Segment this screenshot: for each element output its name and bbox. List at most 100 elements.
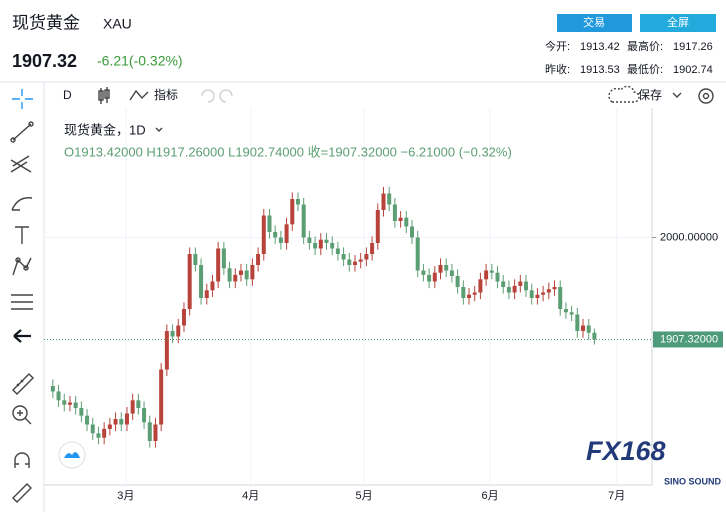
legend-name: 现货黄金，1D <box>64 122 146 137</box>
title: 现货黄金 <box>12 13 80 32</box>
legend-menu[interactable] <box>155 127 163 132</box>
candle-body <box>187 254 192 309</box>
candle-body <box>164 331 169 370</box>
candle-body <box>119 419 124 425</box>
candle-body <box>153 424 158 441</box>
candle-body <box>85 415 90 425</box>
candle-body <box>552 287 557 290</box>
x-tick-label: 5月 <box>356 490 373 502</box>
candle-body <box>238 270 243 275</box>
candle-body <box>290 199 295 225</box>
settings-center <box>702 92 710 100</box>
candle-body <box>461 287 466 298</box>
trade-label[interactable]: 交易 <box>583 15 605 29</box>
undo-redo[interactable] <box>201 89 233 103</box>
candle-body <box>358 259 363 262</box>
candle-body <box>324 239 329 243</box>
candle-body <box>370 243 375 254</box>
candle-body <box>199 265 204 298</box>
indicator-icon[interactable] <box>129 89 149 101</box>
watermark-brand: FX168 <box>586 436 666 466</box>
cloud-icon[interactable] <box>608 85 640 103</box>
candle-body <box>438 265 443 273</box>
fullscreen-label[interactable]: 全屏 <box>667 15 689 29</box>
candle-body <box>375 210 380 243</box>
candle-icon[interactable] <box>98 87 110 104</box>
logo-mark <box>64 452 80 458</box>
stat-value: 1913.53 <box>580 64 620 76</box>
candle-body <box>381 193 386 210</box>
save[interactable]: 保存 <box>638 88 662 102</box>
candle-body <box>227 268 232 282</box>
y-tick-label: 2000.00000 <box>660 231 718 243</box>
candle-body <box>79 408 84 416</box>
candle-body <box>421 270 426 275</box>
candle-body <box>581 325 586 331</box>
candle-body <box>107 424 112 429</box>
candle-body <box>301 204 306 238</box>
candle-body <box>575 314 580 331</box>
stat-value: 1917.26 <box>673 41 713 53</box>
candle-body <box>113 419 118 425</box>
candle-body <box>244 270 249 280</box>
fullscreen-button[interactable] <box>640 14 716 32</box>
candle-body <box>210 281 215 291</box>
stat-value: 1902.74 <box>673 64 713 76</box>
candle-body <box>415 237 420 271</box>
price-label: 1907.32000 <box>660 333 718 345</box>
candle-body <box>295 199 300 205</box>
candle-body <box>181 309 186 326</box>
candle-body <box>284 224 289 243</box>
symbol: XAU <box>103 16 132 32</box>
candle-body <box>147 422 152 441</box>
candle-body <box>586 325 591 333</box>
candle-body <box>170 331 175 337</box>
candle-body <box>352 261 357 265</box>
indicators[interactable]: 指标 <box>154 87 178 102</box>
interval[interactable]: D <box>63 88 72 102</box>
candle-body <box>524 281 529 291</box>
stat-label: 最高价: <box>627 39 663 53</box>
candle-body <box>558 287 563 309</box>
candle-body <box>569 312 574 315</box>
candle-body <box>541 292 546 295</box>
candle-body <box>404 217 409 227</box>
candle-body <box>347 259 352 265</box>
candle-body <box>449 270 454 276</box>
x-tick-label: 6月 <box>482 490 499 502</box>
candle-body <box>392 204 397 221</box>
candle-body <box>478 279 483 293</box>
candle-body <box>318 239 323 249</box>
stat-label: 最低价: <box>627 63 663 76</box>
candle-body <box>90 424 95 434</box>
settings-icon[interactable] <box>698 88 714 104</box>
trade-button[interactable] <box>557 14 632 32</box>
candle-body <box>267 215 272 232</box>
candle-body <box>313 243 318 249</box>
candle-body <box>563 309 568 313</box>
candle-body <box>96 433 101 438</box>
candle-body <box>506 287 511 293</box>
candle-body <box>67 402 72 405</box>
save-menu[interactable] <box>672 92 682 98</box>
candle-body <box>518 281 523 286</box>
candle-body <box>529 290 534 298</box>
x-tick-label: 7月 <box>608 490 625 502</box>
candle-body <box>62 400 67 405</box>
drawing-tools[interactable] <box>10 89 34 503</box>
candle-body <box>495 272 500 282</box>
candle-body <box>256 254 261 265</box>
candle-body <box>102 428 107 438</box>
candle-body <box>484 270 489 280</box>
candle-body <box>427 274 432 282</box>
candle-body <box>250 265 255 280</box>
candle-body <box>50 386 55 392</box>
candle-body <box>273 232 278 238</box>
legend-ohlc: O1913.42000 H1917.26000 L1902.74000 收=19… <box>64 144 512 159</box>
price-label-box <box>653 331 723 348</box>
candle-body <box>307 237 312 243</box>
candle-body <box>330 243 335 249</box>
candle-body <box>233 274 238 282</box>
candle-body <box>176 325 181 337</box>
